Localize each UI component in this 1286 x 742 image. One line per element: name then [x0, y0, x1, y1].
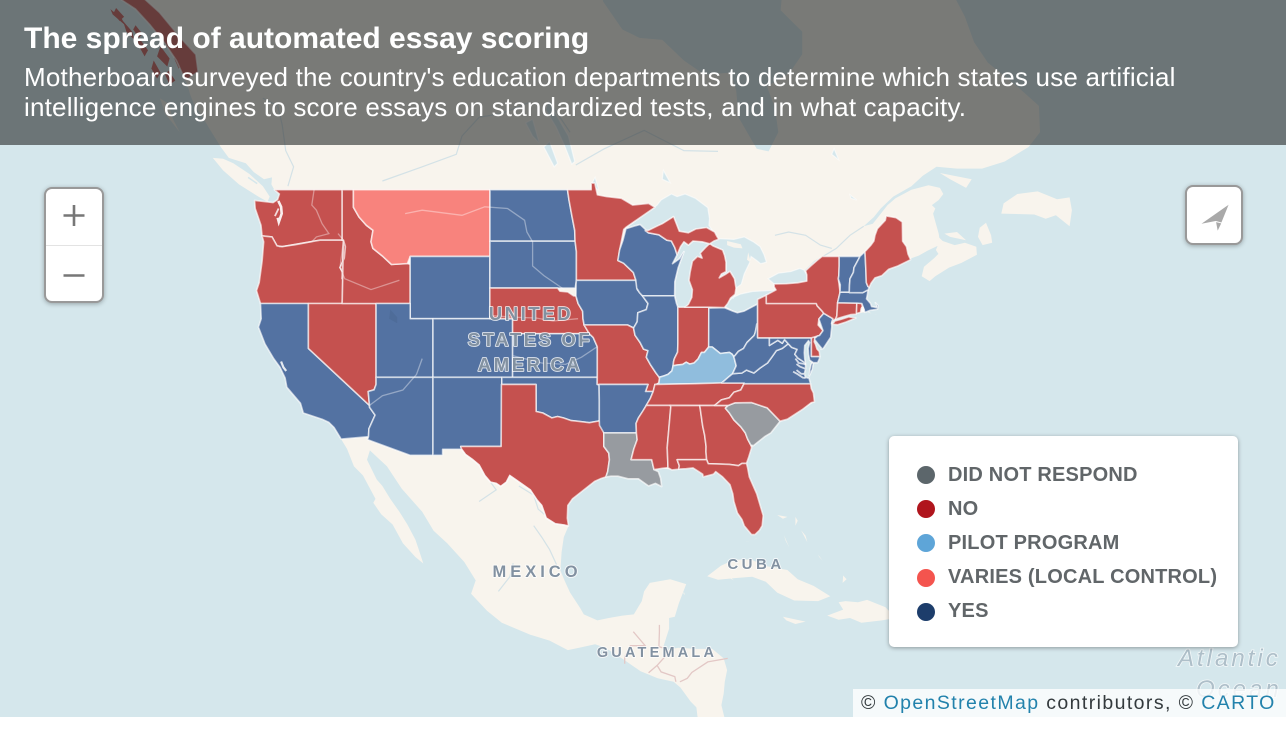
- svg-text:Atlantic: Atlantic: [1176, 645, 1281, 672]
- svg-text:AMERICA: AMERICA: [478, 354, 583, 375]
- svg-text:MEXICO: MEXICO: [492, 563, 581, 581]
- svg-text:UNITED: UNITED: [489, 303, 573, 324]
- svg-text:CUBA: CUBA: [727, 556, 784, 573]
- svg-text:STATES OF: STATES OF: [468, 329, 592, 350]
- svg-text:GUATEMALA: GUATEMALA: [597, 645, 717, 661]
